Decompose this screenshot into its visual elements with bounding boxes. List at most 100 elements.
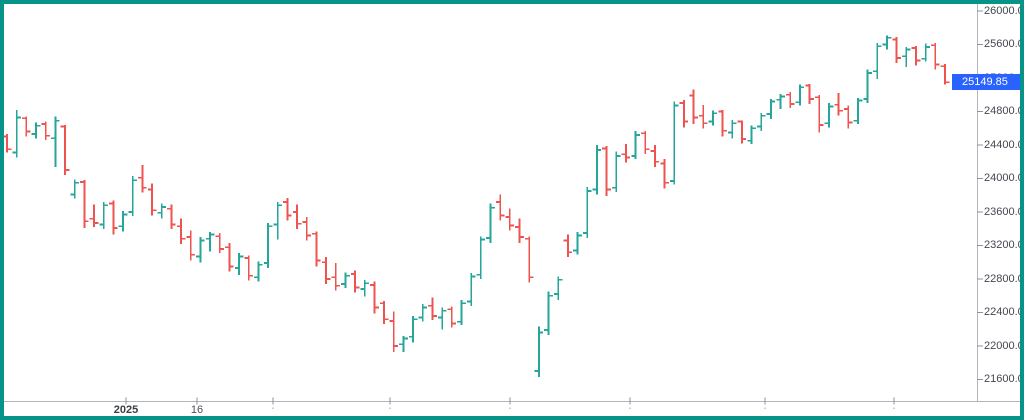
ohlc-bar: [611, 151, 621, 192]
ohlc-bar: [302, 217, 312, 241]
ohlc-bar: [882, 35, 892, 50]
time-tick: [893, 397, 895, 405]
ohlc-bar: [118, 211, 128, 232]
ohlc-bar: [515, 218, 524, 243]
ohlc-bar: [157, 203, 167, 219]
time-axis-label-16: 16: [190, 404, 204, 416]
ohlc-bar: [863, 69, 872, 104]
ohlc-bar: [51, 116, 60, 167]
ohlc-bar: [370, 281, 379, 314]
price-tick: [977, 379, 983, 380]
ohlc-bar: [737, 120, 747, 144]
ohlc-bar: [592, 145, 602, 195]
price-axis-label: 24000.00: [984, 172, 1024, 184]
ohlc-bar: [341, 272, 350, 289]
ohlc-bar: [457, 299, 466, 326]
ohlc-bar: [708, 110, 718, 126]
time-tick: [629, 397, 631, 405]
current-price-label: 25149.85: [952, 74, 1024, 91]
ohlc-bar: [399, 335, 408, 352]
ohlc-bar: [312, 231, 321, 267]
ohlc-bar: [669, 101, 679, 185]
ohlc-bar: [931, 42, 940, 70]
ohlc-bar: [167, 204, 176, 229]
ohlc-bar: [602, 145, 611, 197]
price-tick: [977, 211, 983, 213]
ohlc-bar: [505, 208, 515, 231]
time-axis-label-2025: 2025: [113, 404, 139, 416]
ohlc-bar: [447, 306, 457, 328]
price-axis-label: 25600.00: [984, 38, 1024, 50]
price-axis-label: 24400.00: [984, 138, 1024, 151]
ohlc-bar: [486, 203, 495, 243]
ohlc-bar: [902, 47, 911, 68]
ohlc-bar: [727, 119, 737, 139]
price-axis-label: 23600.00: [984, 205, 1024, 218]
time-minor-mark: [629, 407, 631, 409]
ohlc-bar: [360, 279, 370, 297]
time-minor-mark: [893, 407, 895, 409]
ohlc-bar: [834, 93, 843, 116]
time-tick: [764, 397, 766, 405]
time-minor-mark: [764, 407, 766, 409]
ohlc-bar: [631, 130, 640, 160]
ohlc-bar: [408, 315, 418, 343]
ohlc-bar: [109, 200, 118, 235]
window-border-top: [0, 0, 1024, 4]
ohlc-bar: [99, 201, 108, 229]
ohlc-bar: [785, 92, 795, 109]
ohlc-bar: [873, 42, 882, 79]
ohlc-bar: [31, 122, 41, 139]
ohlc-bar: [437, 307, 447, 330]
ohlc-bar: [563, 234, 573, 258]
ohlc-bar: [70, 179, 79, 199]
price-axis-label: 24800.00: [984, 105, 1024, 117]
ohlc-bar: [22, 116, 31, 137]
price-axis-label: 26000.00: [984, 4, 1024, 17]
price-tick: [977, 245, 983, 246]
ohlc-bar: [60, 124, 70, 176]
ohlc-bar: [766, 98, 776, 120]
time-minor-mark: [509, 407, 511, 409]
ohlc-bar: [263, 222, 273, 269]
ohlc-bar: [379, 300, 389, 325]
ohlc-bar: [524, 236, 534, 283]
ohlc-bar: [138, 165, 147, 193]
ohlc-bar: [2, 134, 12, 153]
price-tick: [977, 312, 983, 313]
ohlc-bar: [41, 121, 50, 140]
ohlc-bar: [911, 46, 921, 66]
time-axis-line: [0, 401, 1024, 402]
ohlc-bar: [640, 130, 650, 155]
ohlc-bar: [389, 311, 399, 352]
ohlc-bar: [805, 83, 814, 104]
price-tick: [977, 44, 983, 45]
price-axis-label: 23200.00: [984, 239, 1024, 251]
ohlc-bar: [544, 291, 553, 336]
ohlc-bar: [89, 204, 99, 228]
ohlc-bar: [573, 232, 582, 255]
price-tick: [977, 111, 983, 112]
ohlc-bar: [128, 175, 138, 217]
ohlc-bar: [331, 263, 341, 291]
ohlc-bar: [225, 242, 234, 272]
ohlc-bar: [196, 237, 205, 263]
time-tick: [509, 397, 511, 405]
ohlc-bar: [747, 125, 756, 145]
ohlc-bar: [718, 109, 727, 137]
ohlc-bar: [466, 273, 476, 306]
window-border-left: [0, 0, 4, 420]
ohlc-bar: [776, 93, 785, 109]
time-minor-mark: [389, 407, 391, 409]
ohlc-bar: [234, 253, 244, 275]
ohlc-bar: [756, 113, 766, 131]
ohlc-bar: [428, 297, 437, 321]
price-axis-line: [977, 4, 978, 401]
price-tick: [977, 144, 983, 146]
ohlc-bar: [679, 99, 689, 128]
ohlc-bar: [814, 94, 824, 133]
price-axis-label: 22800.00: [984, 272, 1024, 285]
window-border-right: [1020, 0, 1024, 420]
